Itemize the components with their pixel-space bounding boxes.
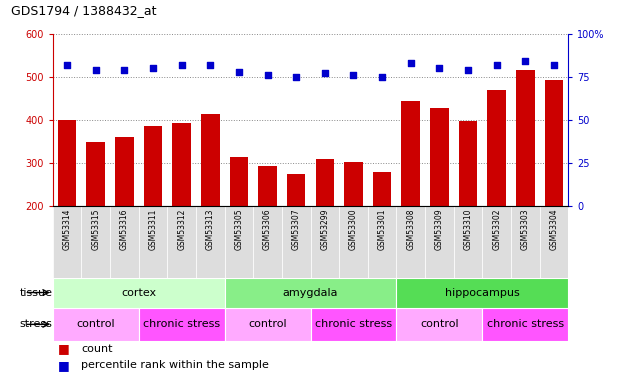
Bar — [138, 206, 167, 278]
Bar — [540, 206, 568, 278]
Text: GSM53304: GSM53304 — [550, 209, 558, 250]
Text: GSM53314: GSM53314 — [63, 209, 71, 250]
Bar — [110, 206, 138, 278]
Bar — [396, 308, 483, 341]
Point — [492, 62, 502, 68]
Bar — [310, 206, 339, 278]
Bar — [225, 308, 310, 341]
Bar — [368, 206, 396, 278]
Bar — [86, 142, 105, 206]
Point — [348, 72, 358, 78]
Bar — [315, 159, 334, 206]
Text: control: control — [248, 320, 287, 329]
Bar — [173, 123, 191, 206]
Bar — [545, 80, 563, 206]
Bar — [430, 108, 448, 206]
Point — [520, 58, 530, 64]
Text: GSM53306: GSM53306 — [263, 209, 272, 250]
Text: count: count — [81, 344, 112, 354]
Bar — [81, 206, 110, 278]
Bar — [115, 137, 134, 206]
Bar — [516, 70, 535, 206]
Bar — [459, 121, 478, 206]
Bar — [373, 172, 391, 206]
Bar — [143, 126, 162, 206]
Point — [435, 65, 445, 71]
Bar — [53, 278, 225, 308]
Bar — [201, 114, 220, 206]
Text: GSM53316: GSM53316 — [120, 209, 129, 250]
Point — [206, 62, 215, 68]
Text: ■: ■ — [58, 342, 70, 355]
Bar — [511, 206, 540, 278]
Text: amygdala: amygdala — [283, 288, 338, 297]
Bar — [53, 308, 138, 341]
Text: control: control — [76, 320, 115, 329]
Text: GSM53312: GSM53312 — [177, 209, 186, 250]
Bar — [454, 206, 483, 278]
Text: GSM53311: GSM53311 — [148, 209, 158, 250]
Text: percentile rank within the sample: percentile rank within the sample — [81, 360, 269, 370]
Point — [177, 62, 187, 68]
Text: chronic stress: chronic stress — [315, 320, 392, 329]
Text: GSM53307: GSM53307 — [292, 209, 301, 250]
Bar — [230, 157, 248, 206]
Text: chronic stress: chronic stress — [143, 320, 220, 329]
Text: ■: ■ — [58, 359, 70, 372]
Text: cortex: cortex — [121, 288, 156, 297]
Text: GSM53302: GSM53302 — [492, 209, 501, 250]
Bar — [53, 206, 81, 278]
Text: GSM53313: GSM53313 — [206, 209, 215, 250]
Bar — [344, 162, 363, 206]
Point — [263, 72, 273, 78]
Point — [119, 67, 129, 73]
Text: tissue: tissue — [19, 288, 52, 297]
Bar — [425, 206, 454, 278]
Bar — [396, 278, 568, 308]
Text: GDS1794 / 1388432_at: GDS1794 / 1388432_at — [11, 4, 156, 17]
Point — [320, 70, 330, 76]
Point — [377, 74, 387, 80]
Bar — [282, 206, 310, 278]
Text: GSM53315: GSM53315 — [91, 209, 100, 250]
Text: stress: stress — [19, 320, 52, 329]
Bar — [225, 278, 396, 308]
Bar — [58, 120, 76, 206]
Text: control: control — [420, 320, 459, 329]
Bar — [487, 90, 506, 206]
Bar — [339, 206, 368, 278]
Text: GSM53308: GSM53308 — [406, 209, 415, 250]
Bar — [167, 206, 196, 278]
Text: GSM53305: GSM53305 — [234, 209, 243, 250]
Bar — [253, 206, 282, 278]
Text: GSM53299: GSM53299 — [320, 209, 329, 250]
Bar — [225, 206, 253, 278]
Bar — [310, 308, 396, 341]
Bar — [483, 308, 568, 341]
Point — [148, 65, 158, 71]
Bar — [401, 102, 420, 206]
Text: GSM53303: GSM53303 — [521, 209, 530, 250]
Bar — [258, 166, 277, 206]
Bar — [483, 206, 511, 278]
Bar — [287, 174, 306, 206]
Text: GSM53300: GSM53300 — [349, 209, 358, 250]
Text: GSM53309: GSM53309 — [435, 209, 444, 250]
Text: hippocampus: hippocampus — [445, 288, 520, 297]
Point — [463, 67, 473, 73]
Point — [62, 62, 72, 68]
Text: chronic stress: chronic stress — [487, 320, 564, 329]
Point — [406, 60, 415, 66]
Text: GSM53301: GSM53301 — [378, 209, 387, 250]
Point — [549, 62, 559, 68]
Bar — [196, 206, 225, 278]
Point — [91, 67, 101, 73]
Point — [291, 74, 301, 80]
Text: GSM53310: GSM53310 — [463, 209, 473, 250]
Bar — [396, 206, 425, 278]
Bar — [138, 308, 225, 341]
Point — [234, 69, 244, 75]
